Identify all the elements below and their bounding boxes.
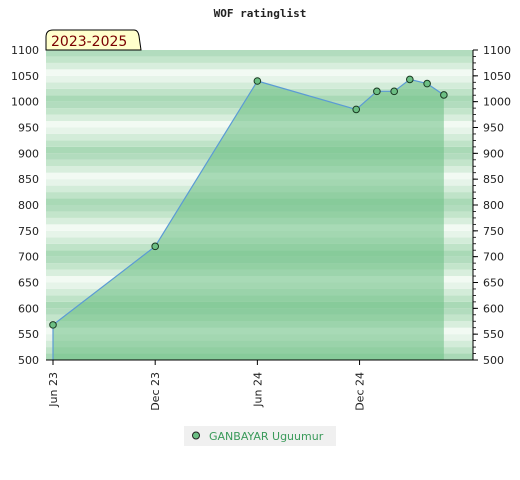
legend-marker (192, 431, 200, 440)
data-point (151, 242, 159, 251)
x-tick-label: Dec 23 (149, 372, 162, 411)
badge-label: 2023-2025 (51, 34, 127, 50)
legend-label[interactable]: GANBAYAR Uguumur (209, 430, 324, 443)
x-tick-label: Jun 23 (47, 372, 60, 408)
data-point (406, 75, 414, 84)
series-area (53, 79, 444, 360)
y-tick-label-left: 550 (18, 328, 39, 341)
date-range-badge: 2023-2025 (45, 29, 142, 51)
y-tick-label-right: 600 (483, 302, 504, 315)
y-tick-label-right: 950 (483, 122, 504, 135)
background-band (46, 69, 473, 76)
y-tick-label-left: 800 (18, 199, 39, 212)
legend-background (184, 426, 336, 446)
y-tick-label-right: 700 (483, 251, 504, 264)
y-tick-label-left: 650 (18, 277, 39, 290)
y-tick-label-left: 600 (18, 302, 39, 315)
y-tick-label-right: 850 (483, 173, 504, 186)
y-tick-label-right: 900 (483, 147, 504, 160)
data-point (352, 105, 361, 114)
data-point (49, 321, 57, 329)
y-tick-label-left: 900 (18, 147, 39, 160)
y-tick-label-right: 1050 (483, 70, 511, 83)
x-tick-label: Jun 24 (251, 372, 264, 408)
y-tick-label-left: 1000 (11, 96, 39, 109)
y-tick-label-right: 1100 (483, 44, 511, 57)
y-tick-label-left: 1100 (11, 44, 39, 57)
legend: GANBAYAR Uguumur (184, 426, 336, 446)
area-fill (53, 79, 444, 360)
y-tick-label-left: 950 (18, 122, 39, 135)
x-axis: Jun 23 Dec 23 Jun 24 Dec 24 (47, 360, 367, 411)
y-axis-right: 500 550 600 650 700 750 800 850 900 950 1000 1050 11… (473, 44, 511, 367)
chart-title: WOF ratinglist (214, 7, 307, 20)
y-tick-label-right: 1000 (483, 96, 511, 109)
y-tick-label-left: 850 (18, 173, 39, 186)
y-tick-label-right: 550 (483, 328, 504, 341)
data-points (49, 75, 448, 329)
y-tick-label-right: 750 (483, 225, 504, 238)
y-tick-label-right: 650 (483, 277, 504, 290)
y-tick-label-left: 1050 (11, 70, 39, 83)
y-tick-label-right: 800 (483, 199, 504, 212)
y-tick-label-left: 500 (18, 354, 39, 367)
badge-background (45, 29, 142, 51)
background-band (46, 50, 473, 57)
background-band (46, 62, 473, 70)
y-tick-label-right: 500 (483, 354, 504, 367)
y-tick-label-left: 700 (18, 251, 39, 264)
data-point (440, 91, 448, 99)
y-axis-left: 500 550 600 650 700 750 800 850 900 950 1000 1050 11… (11, 44, 39, 367)
data-point (390, 87, 398, 96)
data-point (373, 87, 381, 96)
data-point (253, 77, 262, 85)
y-tick-label-left: 750 (18, 225, 39, 238)
data-point (423, 79, 431, 88)
background-band (46, 56, 473, 63)
x-tick-label: Dec 24 (354, 372, 367, 411)
